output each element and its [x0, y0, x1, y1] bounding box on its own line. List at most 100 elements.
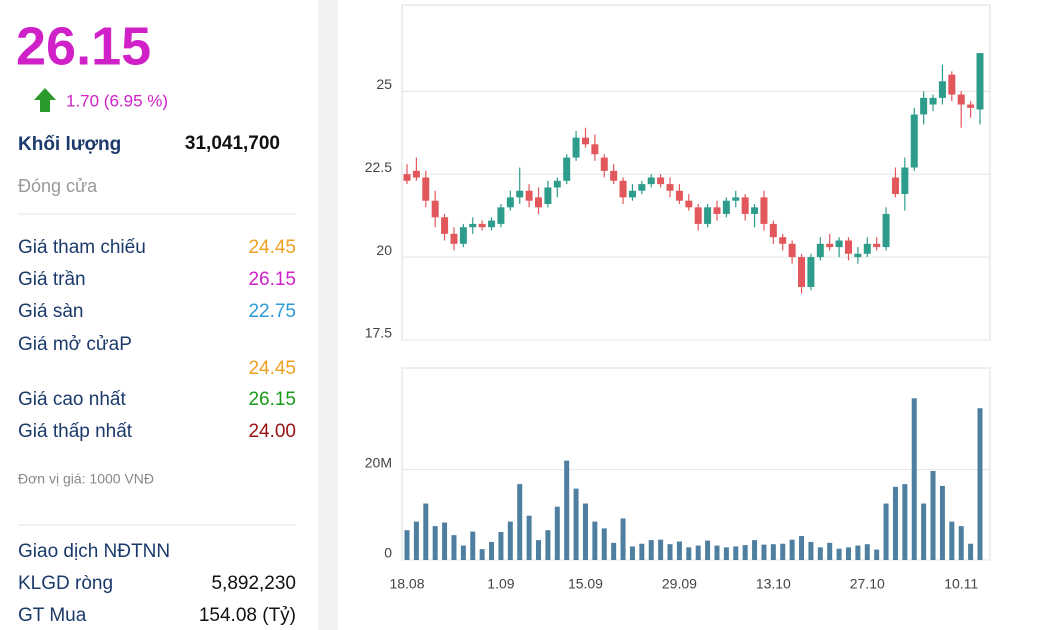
volume-bar	[639, 543, 645, 560]
volume-bar	[714, 545, 720, 560]
candle-body	[431, 200, 439, 218]
candle-body	[544, 187, 552, 205]
foreign-title: Giao dịch NĐTNN	[18, 541, 170, 562]
volume-bar	[620, 518, 626, 560]
candle-body	[844, 240, 852, 254]
volume-bar	[582, 503, 588, 560]
candle-body	[976, 53, 984, 110]
volume-bar	[611, 542, 617, 560]
volume-bar	[517, 484, 523, 560]
candle-body	[675, 190, 683, 201]
candle-body	[788, 243, 796, 258]
volume-bar	[723, 547, 729, 560]
volume-bar	[705, 540, 711, 560]
y-tick-label: 17.5	[365, 325, 392, 341]
volume-bar	[892, 486, 898, 560]
price: 26.15	[16, 16, 151, 76]
row-label: GT Mua	[18, 605, 87, 626]
candle-body	[760, 197, 768, 224]
candle-body	[685, 200, 693, 208]
candle-body	[798, 257, 806, 287]
candle-body	[478, 223, 486, 228]
volume-bar	[413, 521, 419, 560]
volume-bar	[489, 541, 495, 560]
volume-bar	[432, 526, 438, 560]
unit-note: Đơn vị giá: 1000 VNĐ	[18, 471, 154, 487]
row-value: 22.75	[248, 301, 296, 322]
candle-body	[732, 197, 740, 201]
volume-bar	[883, 503, 889, 560]
candle-body	[469, 223, 477, 228]
candle-body	[488, 220, 496, 228]
y-tick-label: 20	[376, 242, 392, 258]
row-value: 154.08 (Tỷ)	[199, 605, 296, 626]
volume-bar	[968, 543, 974, 560]
candle-body	[882, 213, 890, 248]
candle-body	[581, 137, 589, 145]
volume-bar	[592, 521, 598, 560]
volume-bar	[780, 543, 786, 560]
candle-body	[591, 144, 599, 155]
volume-bar	[479, 549, 485, 560]
candle-body	[459, 227, 467, 244]
row-value: 24.00	[248, 421, 296, 442]
volume-bar	[817, 547, 823, 560]
row-label: Giá tham chiếu	[18, 237, 146, 258]
volume-bar	[789, 539, 795, 560]
volume-bar	[676, 541, 682, 560]
candle-body	[694, 207, 702, 224]
row-value: 24.45	[248, 237, 296, 258]
candle-body	[741, 197, 749, 214]
x-tick-label: 27.10	[850, 576, 885, 592]
candle-body	[948, 74, 956, 95]
volume-bar	[554, 506, 560, 560]
row-label: Giá cao nhất	[18, 389, 126, 410]
candle-body	[572, 137, 580, 158]
candle-body	[412, 170, 420, 178]
candle-body	[619, 180, 627, 198]
candle-body	[506, 197, 514, 208]
volume-bar	[498, 531, 504, 560]
candle-body	[403, 174, 411, 181]
volume-bar	[470, 531, 476, 560]
candle-body	[713, 207, 721, 214]
y-tick-label: 22.5	[365, 159, 392, 175]
volume-bar	[827, 542, 833, 560]
volume-bar	[752, 540, 758, 560]
volume-bar	[864, 544, 870, 560]
volume-bar	[573, 488, 579, 560]
candle-body	[525, 190, 533, 201]
volume-bar	[939, 485, 945, 560]
candle-body	[657, 177, 665, 185]
volume-value: 31,041,700	[185, 133, 280, 154]
volume-bar	[451, 535, 457, 560]
y-tick-label: 0	[384, 545, 392, 561]
candle-body	[450, 233, 458, 244]
x-tick-label: 10.11	[944, 576, 978, 592]
volume-bar	[949, 521, 955, 560]
row-value: 26.15	[248, 389, 296, 410]
volume-bar	[686, 547, 692, 560]
candle-body	[600, 157, 608, 171]
volume-bar	[902, 484, 908, 560]
volume-bar	[545, 530, 551, 560]
candle-body	[628, 190, 636, 198]
candle-body	[863, 243, 871, 254]
candle-body	[769, 223, 777, 238]
volume-bar	[874, 549, 880, 560]
volume-bar	[648, 540, 654, 560]
x-tick-label: 13.10	[756, 576, 791, 592]
volume-bar	[601, 528, 607, 560]
volume-bar	[808, 541, 814, 560]
candle-body	[835, 240, 843, 248]
volume-bar	[977, 408, 983, 560]
row-value: 5,892,230	[211, 573, 296, 594]
candle-body	[910, 114, 918, 168]
volume-bar	[460, 545, 466, 560]
volume-bar	[799, 536, 805, 560]
candle-body	[553, 180, 561, 188]
row-value: 26.15	[248, 269, 296, 290]
status: Đóng cửa	[18, 176, 98, 196]
volume-bar	[836, 548, 842, 560]
